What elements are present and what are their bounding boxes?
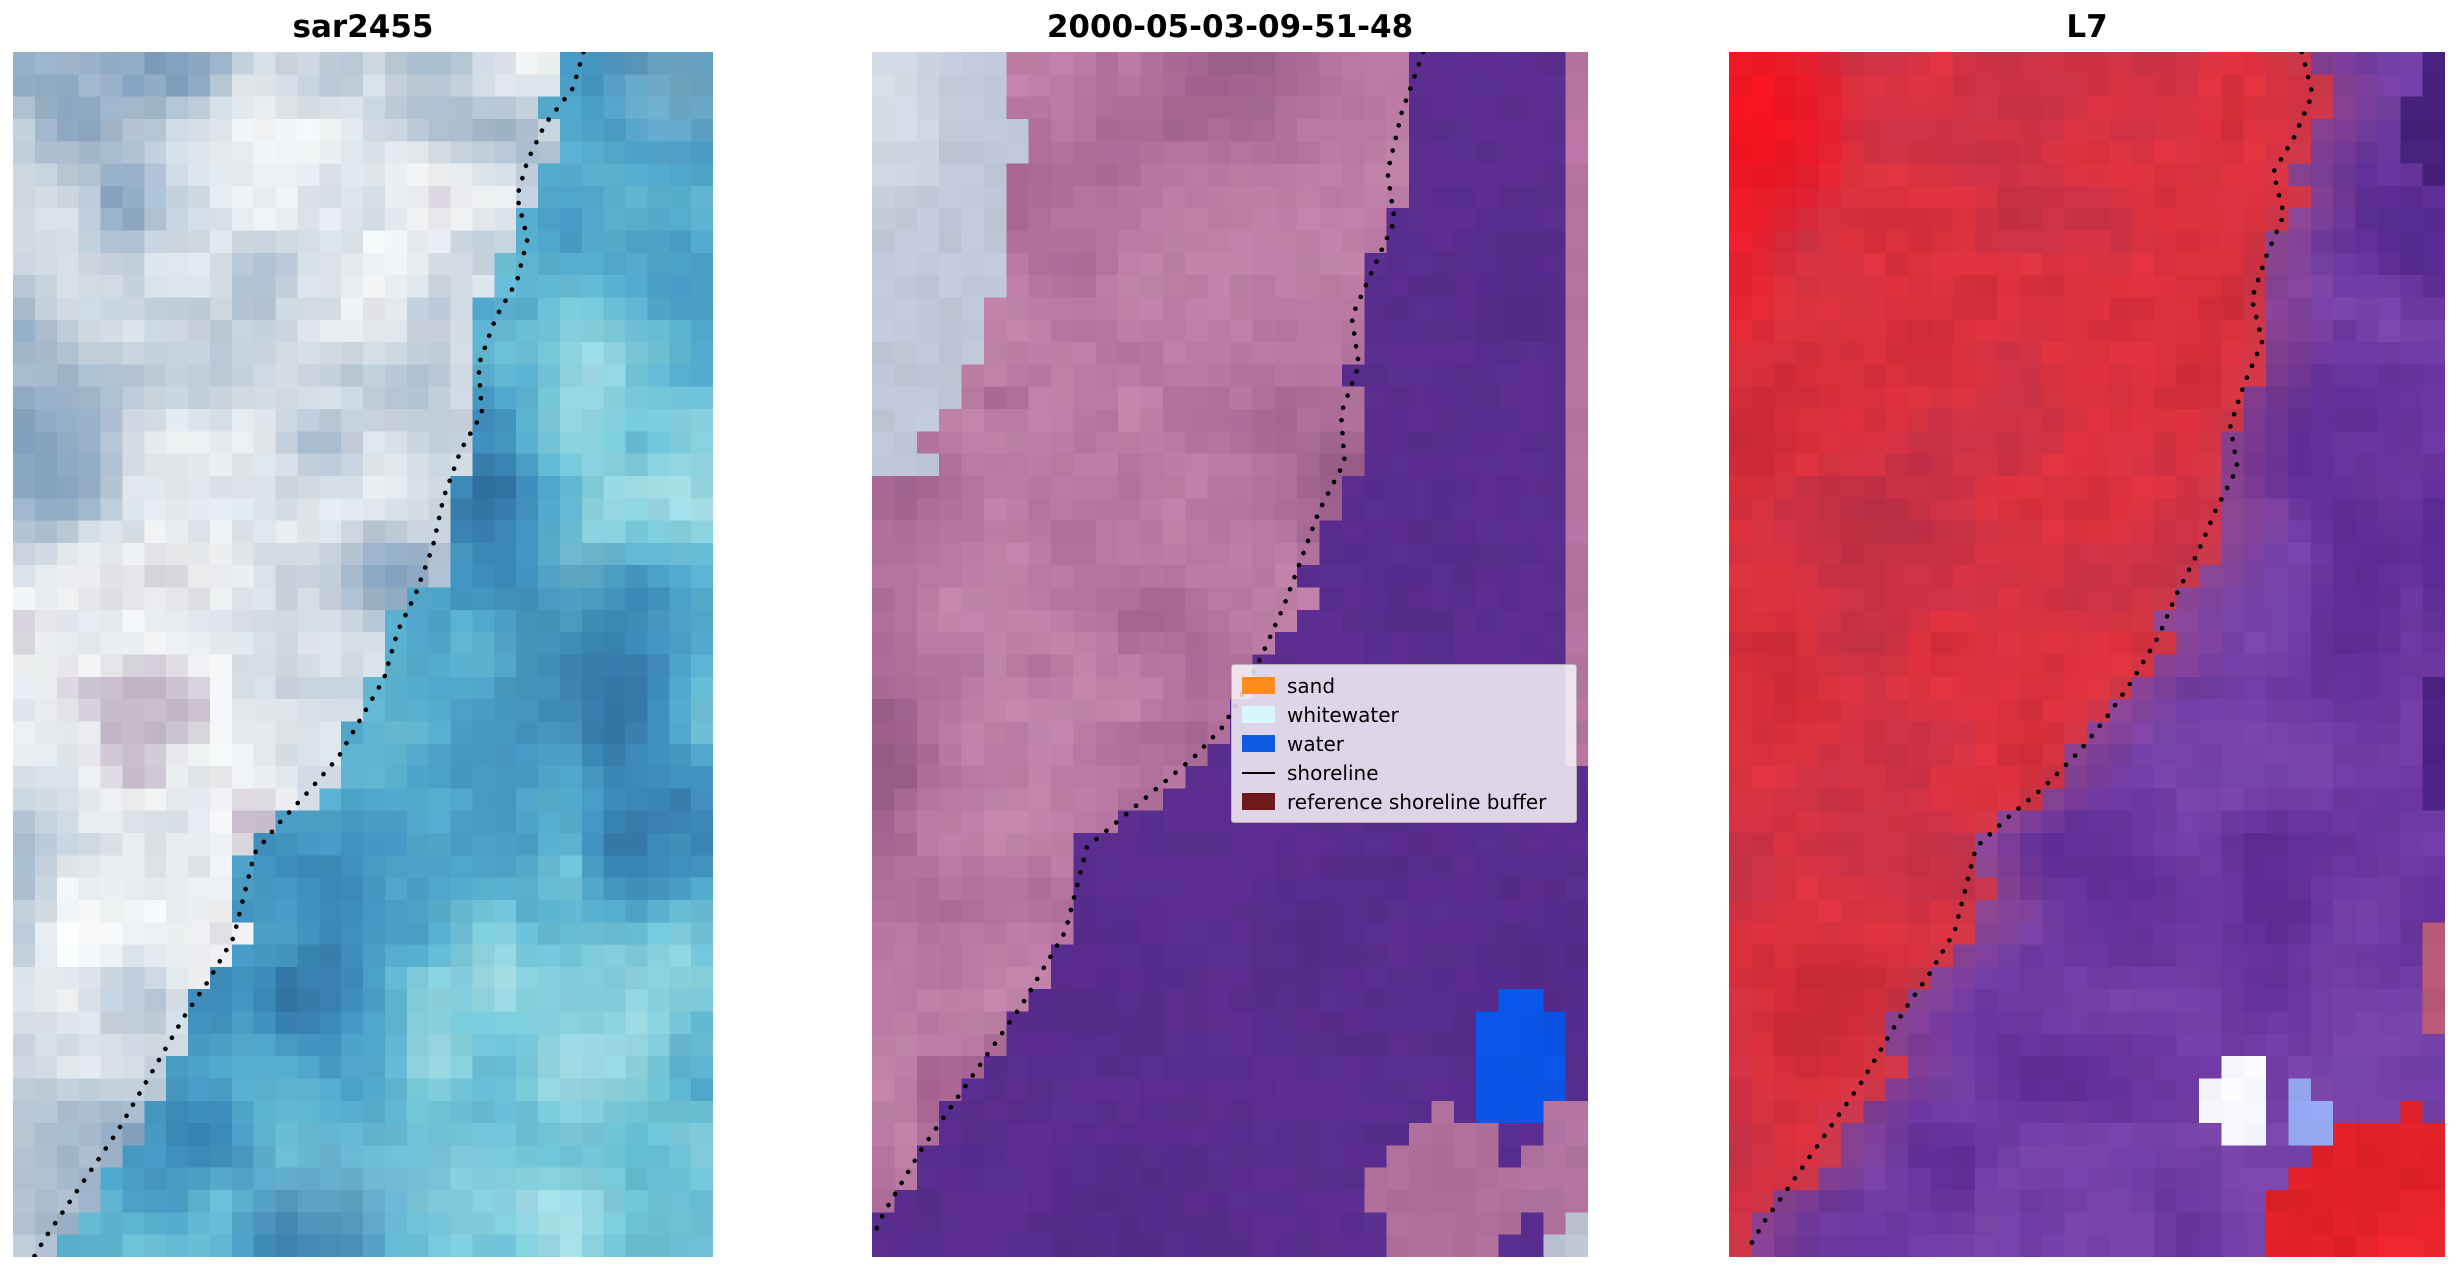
shoreline-line-swatch: [1242, 771, 1275, 774]
shoreline-overlay-l7: [1748, 52, 2315, 1248]
panel-title-l7: L7: [2066, 9, 2108, 45]
legend-label: shoreline: [1287, 760, 1379, 785]
water-color-swatch: [1242, 735, 1275, 752]
sar-image-frame: [13, 52, 713, 1257]
sand-color-swatch: [1242, 677, 1275, 694]
legend-entry-whitewater: whitewater: [1242, 702, 1566, 727]
legend-entry-sand: sand: [1242, 673, 1566, 698]
reference-shoreline-buffer-color-swatch: [1242, 793, 1275, 810]
shoreline-dotted-path: [31, 52, 586, 1257]
classified-image-canvas: [872, 52, 1588, 1257]
legend-label: sand: [1287, 673, 1336, 698]
panel-sar2455: sar2455: [13, 0, 713, 1272]
shoreline-overlay-classified: [872, 52, 1426, 1242]
legend-entry-water: water: [1242, 731, 1566, 756]
legend-label: whitewater: [1287, 702, 1399, 727]
panel-title-sar2455: sar2455: [292, 9, 434, 45]
legend: sand whitewater water shoreline reference sh…: [1231, 664, 1577, 823]
panel-title-classified: 2000-05-03-09-51-48: [1046, 9, 1414, 45]
shoreline-dotted-path: [872, 52, 1426, 1242]
panel-l7: L7: [1729, 0, 2445, 1272]
classified-image-frame: sand whitewater water shoreline reference sh…: [872, 52, 1588, 1257]
shoreline-dotted-path: [1748, 52, 2315, 1248]
l7-image-frame: [1729, 52, 2445, 1257]
l7-image-canvas: [1729, 52, 2445, 1257]
whitewater-color-swatch: [1242, 706, 1275, 723]
legend-entry-reference-shoreline-buffer: reference shoreline buffer: [1242, 789, 1566, 814]
sar-image-canvas: [13, 52, 713, 1257]
panel-classified: 2000-05-03-09-51-48 sand whitewater water s…: [872, 0, 1588, 1272]
legend-label: water: [1287, 731, 1344, 756]
legend-label: reference shoreline buffer: [1287, 789, 1547, 814]
shoreline-overlay-sar: [31, 52, 586, 1257]
legend-entry-shoreline: shoreline: [1242, 760, 1566, 785]
